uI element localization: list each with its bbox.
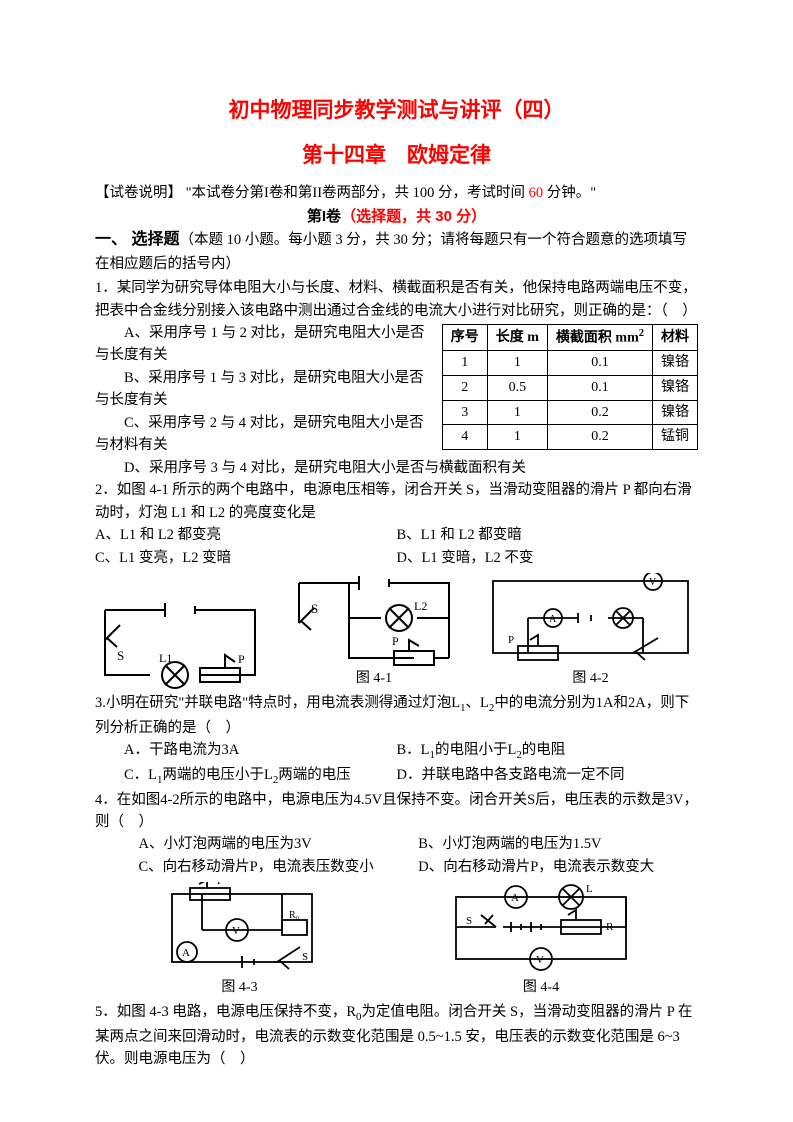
figure-4-1-left: S L1 P xyxy=(95,600,265,690)
svg-text:V: V xyxy=(649,577,657,588)
table-row: 20.50.1镍铬 xyxy=(442,376,697,401)
svg-text:A: A xyxy=(511,892,519,904)
table-header: 横截面积 mm2 xyxy=(547,325,652,351)
q3-opts-row1: A．干路电流为3A B．L1的电阻小于L2的电阻 xyxy=(95,739,698,764)
q2-figures: S L1 P S L2 xyxy=(95,573,698,690)
section-1-heading: 一、 选择题（本题 10 小题。每小题 3 分，共 30 分；请将每题只有一个符… xyxy=(95,228,698,275)
svg-text:S: S xyxy=(117,648,124,663)
figure-4-1-right: S L2 P 图 4-1 xyxy=(289,573,459,690)
q1-opt-d: D、采用序号 3 与 4 对比，是研究电阻大小是否与横截面积有关 xyxy=(95,457,698,479)
q4-opts-row2: C、向右移动滑片P，电流表压数变小 D、向右移动滑片P，电流表示数变大 xyxy=(95,856,698,878)
svg-text:P: P xyxy=(217,882,223,887)
fig-4-4-label: 图 4-4 xyxy=(523,977,559,999)
svg-text:L2: L2 xyxy=(414,599,427,613)
fig-4-3-label: 图 4-3 xyxy=(221,977,257,999)
q4-opt-b: B、小灯泡两端的电压为1.5V xyxy=(418,833,698,855)
table-row: 410.2锰铜 xyxy=(442,425,697,450)
q2-opt-d: D、L1 变暗，L2 不变 xyxy=(397,547,699,569)
svg-text:R: R xyxy=(606,921,614,933)
svg-text:L: L xyxy=(586,883,593,895)
q3-opt-b: B．L1的电阻小于L2的电阻 xyxy=(397,739,699,764)
desc-suffix: 分钟。" xyxy=(543,185,596,201)
figure-4-4: A L S R V 图 4-4 xyxy=(441,882,641,999)
q2-opts-row2: C、L1 变亮，L2 变暗 D、L1 变暗，L2 不变 xyxy=(95,547,698,569)
table-header: 序号 xyxy=(442,325,487,351)
part-label-black: 第I卷 xyxy=(307,208,341,225)
circuit-diagram-icon: V A P xyxy=(483,573,698,668)
q2-opts-row1: A、L1 和 L2 都变亮 B、L1 和 L2 都变暗 xyxy=(95,524,698,546)
svg-text:R₀: R₀ xyxy=(289,910,300,921)
part-label-red: （选择题，共 30 分） xyxy=(341,208,486,225)
svg-text:A: A xyxy=(182,947,190,959)
fig-4-1-label: 图 4-1 xyxy=(356,668,392,690)
svg-text:V: V xyxy=(232,925,240,937)
svg-text:S: S xyxy=(466,915,472,927)
desc-prefix: 【试卷说明】 "本试卷分第I卷和第II卷两部分，共 100 分，考试时间 xyxy=(95,185,529,201)
q1-stem: 1．某同学为研究导体电阻大小与长度、材料、横截面积是否有关，他保持电路两端电压不… xyxy=(95,277,698,322)
svg-text:L1: L1 xyxy=(159,651,172,665)
q3-opts-row2: C．L1两端的电压小于L2两端的电压 D．并联电路中各支路电流一定不同 xyxy=(95,764,698,789)
circuit-diagram-icon: S L2 P xyxy=(289,573,459,668)
table-header: 长度 m xyxy=(487,325,547,351)
table-header: 材料 xyxy=(653,325,698,351)
q4-opt-d: D、向右移动滑片P，电流表示数变大 xyxy=(418,856,698,878)
q1-data-table: 序号 长度 m 横截面积 mm2 材料 110.1镍铬 20.50.1镍铬 31… xyxy=(442,324,698,450)
q5-stem: 5．如图 4-3 电路，电源电压保持不变，R0为定值电阻。闭合开关 S，当滑动变… xyxy=(95,1001,698,1071)
q2-opt-a: A、L1 和 L2 都变亮 xyxy=(95,524,397,546)
fig-4-2-label: 图 4-2 xyxy=(572,668,608,690)
q3-opt-a: A．干路电流为3A xyxy=(95,739,397,764)
q4-stem: 4．在如图4-2所示的电路中，电源电压为4.5V且保持不变。闭合开关S后，电压表… xyxy=(95,789,698,834)
svg-text:S: S xyxy=(311,601,318,616)
q3-opt-c: C．L1两端的电压小于L2两端的电压 xyxy=(95,764,397,789)
sec1-head-rest: （本题 10 小题。每小题 3 分，共 30 分；请将每题只有一个符合题意的选项… xyxy=(95,232,687,272)
q4-opt-a: A、小灯泡两端的电压为3V xyxy=(95,833,418,855)
exam-description: 【试卷说明】 "本试卷分第I卷和第II卷两部分，共 100 分，考试时间 60 … xyxy=(95,182,698,204)
svg-text:V: V xyxy=(536,954,544,966)
svg-text:A: A xyxy=(549,614,557,625)
q2-opt-c: C、L1 变亮，L2 变暗 xyxy=(95,547,397,569)
svg-text:P: P xyxy=(508,634,514,646)
sec1-head-bold: 一、 选择题 xyxy=(95,231,179,248)
chapter-title: 第十四章 欧姆定律 xyxy=(95,140,698,173)
figure-4-2: V A P 图 4-2 xyxy=(483,573,698,690)
table-header-row: 序号 长度 m 横截面积 mm2 材料 xyxy=(442,325,697,351)
desc-time: 60 xyxy=(529,185,544,201)
circuit-diagram-icon: S L1 P xyxy=(95,600,265,690)
svg-text:P: P xyxy=(392,634,399,648)
q4-opts-row1: A、小灯泡两端的电压为3V B、小灯泡两端的电压为1.5V xyxy=(95,833,698,855)
svg-text:S: S xyxy=(302,951,308,963)
q3-opt-d: D．并联电路中各支路电流一定不同 xyxy=(397,764,699,789)
circuit-diagram-icon: P V R₀ A S xyxy=(152,882,327,977)
q2-opt-b: B、L1 和 L2 都变暗 xyxy=(397,524,699,546)
q3-stem: 3.小明在研究"并联电路"特点时，用电流表测得通过灯泡L1、L2中的电流分别为1… xyxy=(95,692,698,739)
q4-figures: P V R₀ A S 图 4-3 A L xyxy=(95,882,698,999)
q4-opt-c: C、向右移动滑片P，电流表压数变小 xyxy=(95,856,418,878)
table-row: 310.2镍铬 xyxy=(442,400,697,425)
main-title: 初中物理同步教学测试与讲评（四） xyxy=(95,95,698,128)
table-row: 110.1镍铬 xyxy=(442,351,697,376)
part-1-title: 第I卷（选择题，共 30 分） xyxy=(95,205,698,228)
question-1: 1．某同学为研究导体电阻大小与长度、材料、横截面积是否有关，他保持电路两端电压不… xyxy=(95,277,698,479)
q2-stem: 2．如图 4-1 所示的两个电路中，电源电压相等，闭合开关 S，当滑动变阻器的滑… xyxy=(95,479,698,524)
svg-text:P: P xyxy=(238,652,245,666)
figure-4-3: P V R₀ A S 图 4-3 xyxy=(152,882,327,999)
circuit-diagram-icon: A L S R V xyxy=(441,882,641,977)
